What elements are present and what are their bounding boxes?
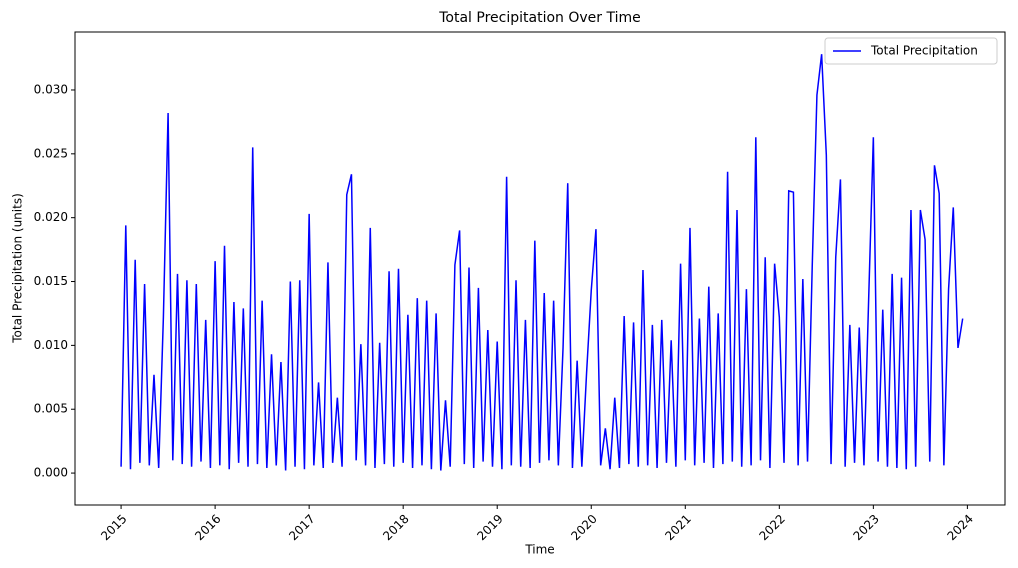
x-tick-label: 2016 bbox=[192, 512, 223, 543]
x-tick-label: 2015 bbox=[98, 512, 129, 543]
line-series bbox=[120, 54, 964, 471]
x-tick-label: 2022 bbox=[756, 512, 787, 543]
x-tick-label: 2023 bbox=[850, 512, 881, 543]
y-tick-label: 0.005 bbox=[34, 402, 68, 416]
y-axis-label: Total Precipitation (units) bbox=[11, 193, 25, 344]
x-tick-label: 2018 bbox=[380, 512, 411, 543]
x-tick-label: 2024 bbox=[944, 512, 975, 543]
x-axis-label: Time bbox=[524, 543, 554, 557]
y-tick-label: 0.025 bbox=[34, 146, 68, 160]
x-tick-label: 2020 bbox=[568, 512, 599, 543]
y-tick-label: 0.010 bbox=[34, 338, 68, 352]
x-tick-label: 2021 bbox=[662, 512, 693, 543]
legend-label: Total Precipitation bbox=[870, 44, 978, 58]
y-tick-label: 0.030 bbox=[34, 82, 68, 96]
chart-title: Total Precipitation Over Time bbox=[438, 10, 641, 26]
y-tick-label: 0.000 bbox=[34, 466, 68, 480]
y-tick-label: 0.020 bbox=[34, 210, 68, 224]
legend-box bbox=[824, 37, 998, 65]
y-tick-label: 0.015 bbox=[34, 274, 68, 288]
x-tick-label: 2019 bbox=[474, 512, 505, 543]
x-tick-label: 2017 bbox=[286, 512, 317, 543]
plot-frame bbox=[74, 31, 1006, 506]
